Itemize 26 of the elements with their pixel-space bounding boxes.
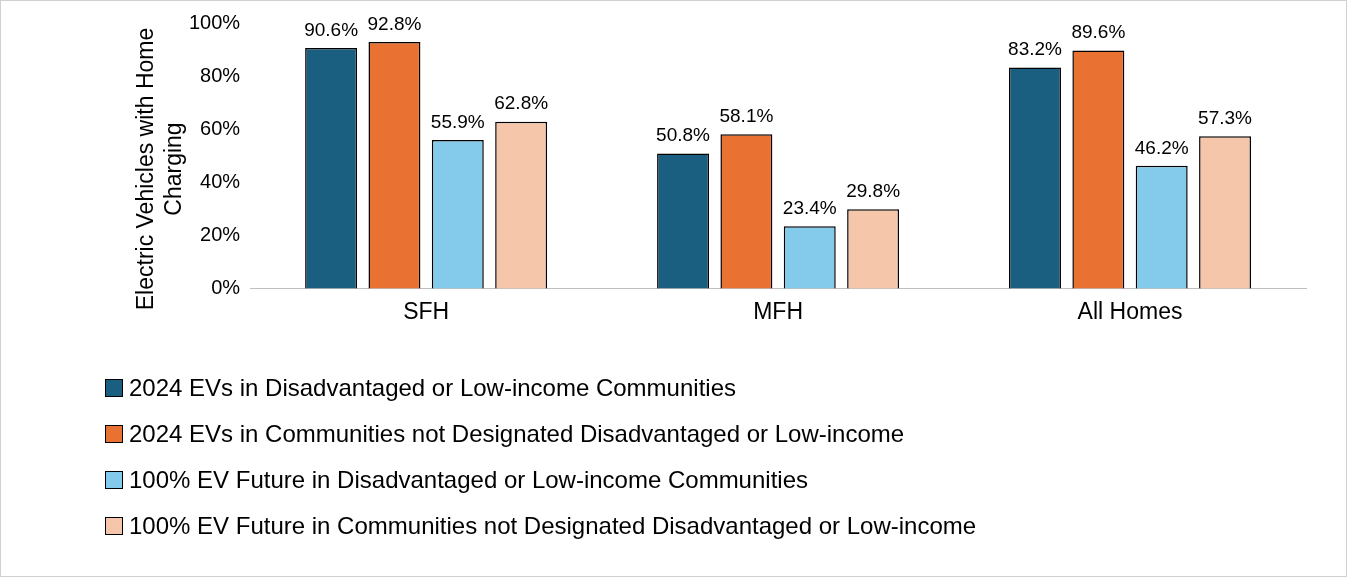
data-label: 58.1% bbox=[719, 104, 774, 126]
data-label: 83.2% bbox=[1008, 38, 1063, 60]
y-axis-title: Electric Vehicles with Home Charging bbox=[131, 26, 187, 313]
y-tick-label: 0% bbox=[211, 275, 241, 298]
y-tick-label: 60% bbox=[200, 116, 241, 139]
y-tick-label: 100% bbox=[189, 10, 241, 33]
x-tick-label: SFH bbox=[403, 297, 450, 324]
data-label: 62.8% bbox=[494, 92, 549, 114]
data-label: 92.8% bbox=[367, 12, 422, 34]
x-tick-label: All Homes bbox=[1077, 297, 1183, 324]
y-tick-label: 80% bbox=[200, 63, 241, 86]
y-tick-label: 40% bbox=[200, 169, 241, 192]
data-label: 90.6% bbox=[304, 18, 359, 40]
data-label: 46.2% bbox=[1134, 136, 1189, 158]
data-label: 89.6% bbox=[1071, 21, 1126, 43]
data-label: 55.9% bbox=[430, 110, 485, 132]
legend-label: 2024 EVs in Communities not Designated Disadvantaged or Low-income bbox=[129, 420, 905, 448]
data-label: 29.8% bbox=[846, 180, 901, 202]
legend-label: 100% EV Future in Disadvantaged or Low-income Communities bbox=[129, 466, 808, 494]
x-tick-label: MFH bbox=[753, 297, 803, 324]
data-label: 50.8% bbox=[656, 124, 711, 146]
data-label: 57.3% bbox=[1198, 107, 1253, 129]
data-label: 23.4% bbox=[782, 197, 837, 219]
legend-label: 2024 EVs in Disadvantaged or Low-income Communities bbox=[129, 374, 736, 402]
y-tick-label: 20% bbox=[200, 222, 241, 245]
legend-label: 100% EV Future in Communities not Designated Disadvantaged or Low-income bbox=[129, 512, 977, 540]
